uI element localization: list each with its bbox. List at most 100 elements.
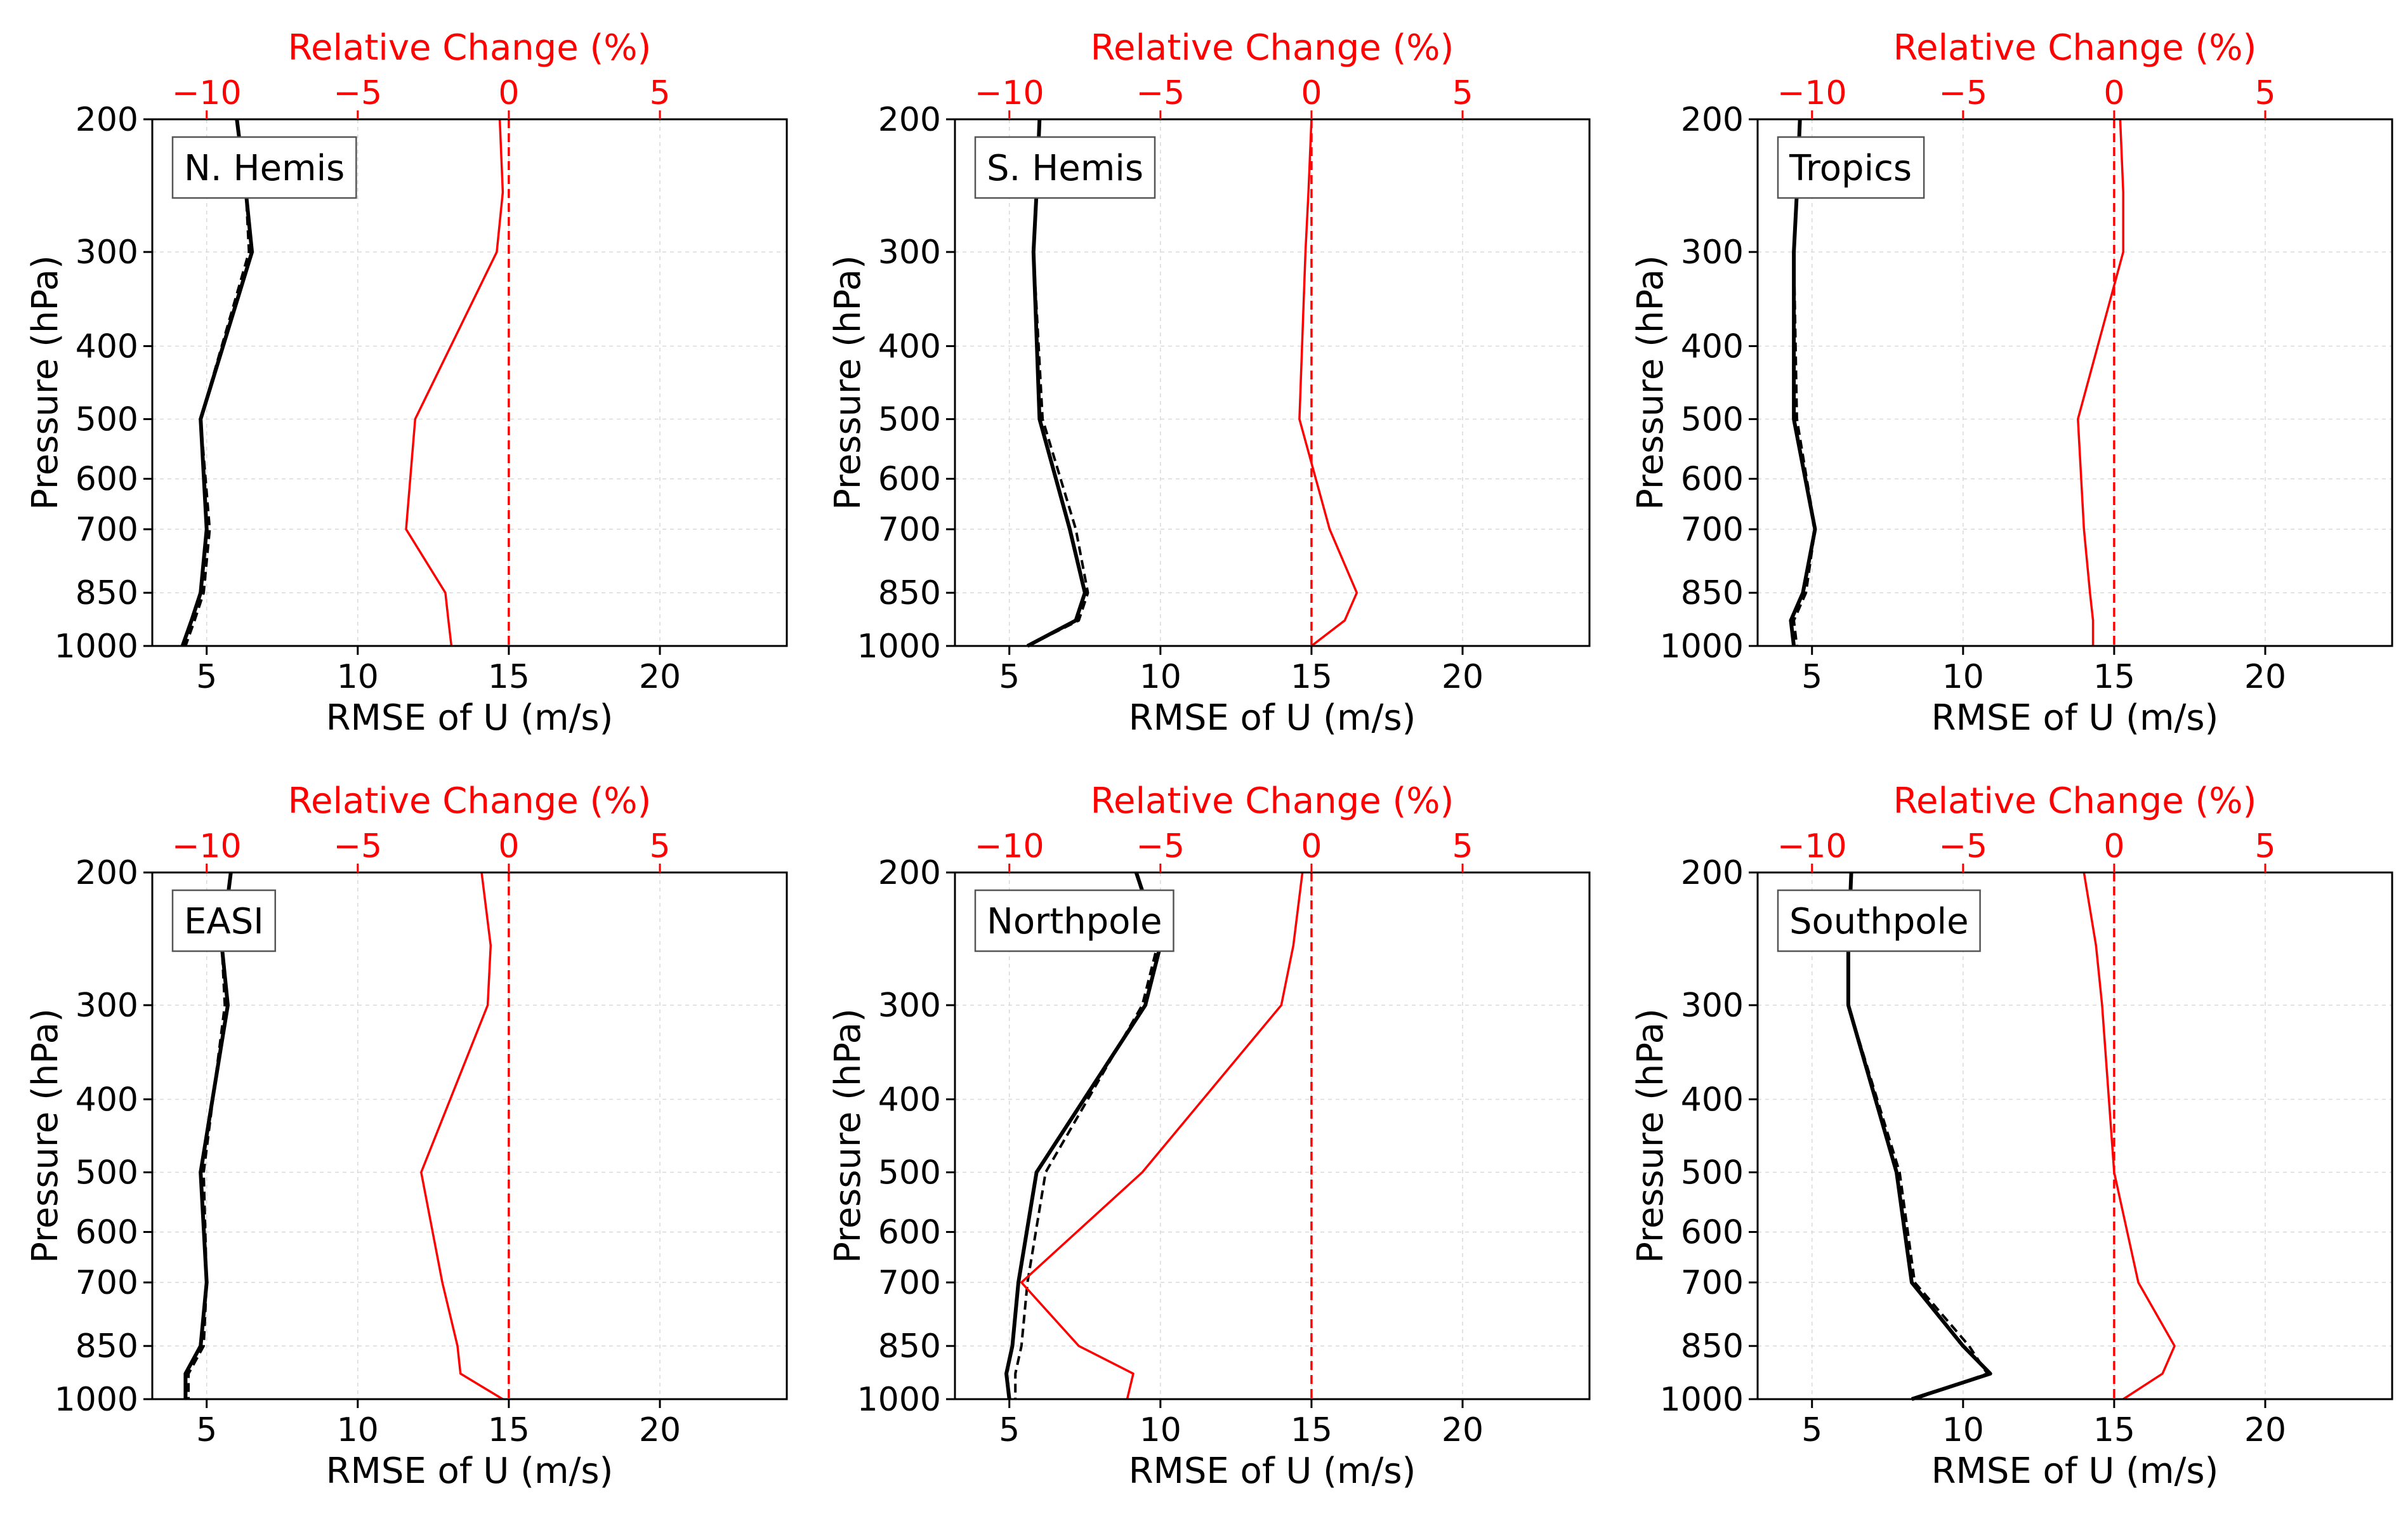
x2-tick-label: 0 bbox=[2103, 74, 2124, 112]
plot-frame bbox=[1756, 871, 2393, 1400]
x2-axis-label: Relative Change (%) bbox=[1091, 27, 1454, 69]
x2-tick-label: −5 bbox=[1136, 827, 1185, 866]
series-line-control bbox=[1846, 872, 1992, 1401]
region-label-frame bbox=[171, 889, 277, 952]
y-tick-label: 700 bbox=[76, 1264, 138, 1302]
y-tick-label: 200 bbox=[878, 854, 941, 892]
y-tick-label: 700 bbox=[1681, 1264, 1744, 1302]
y-tick-label: 500 bbox=[1681, 1154, 1744, 1192]
y-tick-label: 400 bbox=[1681, 1081, 1744, 1119]
series-line-control bbox=[1004, 872, 1162, 1400]
region-label: EASI bbox=[184, 901, 264, 942]
region-label: Northpole bbox=[987, 901, 1162, 942]
y-tick-label: 300 bbox=[1681, 987, 1744, 1025]
x2-tick-label: 0 bbox=[498, 827, 519, 866]
series-line-experiment bbox=[187, 872, 232, 1399]
x-tick-label: 5 bbox=[1801, 1411, 1822, 1449]
series-line-experiment bbox=[1027, 119, 1089, 647]
y-tick-label: 500 bbox=[878, 401, 941, 439]
region-label: Tropics bbox=[1789, 148, 1912, 189]
region-label-box: Tropics bbox=[1777, 136, 1925, 199]
y-axis-label: Pressure (hPa) bbox=[827, 255, 869, 510]
region-label-frame bbox=[1777, 136, 1925, 199]
x2-tick-label: −10 bbox=[1777, 827, 1847, 866]
x2-tick-label: −5 bbox=[333, 827, 382, 866]
plot-frame bbox=[151, 118, 788, 647]
x2-axis-label: Relative Change (%) bbox=[1893, 27, 2257, 69]
series-line-control bbox=[1026, 119, 1087, 648]
plot-frame bbox=[954, 118, 1591, 647]
x-tick-label: 20 bbox=[639, 658, 681, 696]
y-tick-label: 850 bbox=[76, 1327, 138, 1366]
series-line-relative-change bbox=[2077, 119, 2124, 646]
x-tick-label: 5 bbox=[196, 1411, 217, 1449]
x-tick-label: 10 bbox=[1140, 1411, 1181, 1449]
series-line-experiment bbox=[184, 119, 251, 647]
x-tick-label: 5 bbox=[196, 658, 217, 696]
y-axis-label: Pressure (hPa) bbox=[1630, 1008, 1671, 1263]
region-label-box: Northpole bbox=[974, 889, 1174, 952]
x2-tick-label: −5 bbox=[1938, 74, 1987, 112]
y-tick-label: 1000 bbox=[55, 628, 138, 666]
x-axis-label: RMSE of U (m/s) bbox=[326, 1451, 614, 1492]
y-tick-label: 300 bbox=[1681, 234, 1744, 272]
y-axis-label: Pressure (hPa) bbox=[25, 255, 66, 510]
plot-frame bbox=[151, 871, 788, 1400]
x-tick-label: 15 bbox=[2093, 1411, 2135, 1449]
y-axis-label: Pressure (hPa) bbox=[25, 1008, 66, 1263]
series-line-relative-change bbox=[1020, 872, 1304, 1400]
x-tick-label: 5 bbox=[999, 1411, 1020, 1449]
x2-tick-label: 5 bbox=[1452, 827, 1473, 866]
x2-tick-label: 0 bbox=[2103, 827, 2124, 866]
x2-tick-label: −5 bbox=[1938, 827, 1987, 866]
x-tick-label: 10 bbox=[337, 658, 379, 696]
plot-frame bbox=[954, 871, 1591, 1400]
x-axis-label: RMSE of U (m/s) bbox=[1129, 1451, 1416, 1492]
x2-axis-label: Relative Change (%) bbox=[288, 780, 652, 822]
y-tick-label: 600 bbox=[1681, 1214, 1744, 1252]
y-tick-label: 600 bbox=[76, 1214, 138, 1252]
y-tick-label: 850 bbox=[1681, 1327, 1744, 1366]
region-label-frame bbox=[1777, 889, 1981, 952]
y-axis-label: Pressure (hPa) bbox=[1630, 255, 1671, 510]
series-line-relative-change bbox=[2082, 872, 2176, 1400]
panel-southpole: 5 10 15 20 −10 −5 0 5 200 300 400 500 600 700 850 1000 R… bbox=[1630, 780, 2393, 1492]
y-tick-label: 400 bbox=[878, 1081, 941, 1119]
y-tick-label: 850 bbox=[76, 574, 138, 612]
series-line-experiment bbox=[1793, 119, 1817, 647]
x-tick-label: 10 bbox=[1140, 658, 1181, 696]
x-tick-label: 5 bbox=[999, 658, 1020, 696]
y-tick-label: 400 bbox=[1681, 327, 1744, 365]
y-tick-label: 700 bbox=[1681, 511, 1744, 549]
x2-tick-label: −10 bbox=[172, 827, 242, 866]
y-tick-label: 600 bbox=[878, 1214, 941, 1252]
y-tick-label: 500 bbox=[76, 401, 138, 439]
x-axis-label: RMSE of U (m/s) bbox=[1129, 697, 1416, 739]
region-label-box: Southpole bbox=[1777, 889, 1981, 952]
region-label: S. Hemis bbox=[987, 148, 1143, 189]
y-tick-label: 700 bbox=[76, 511, 138, 549]
plot-frame bbox=[1756, 118, 2393, 647]
panel-easi: 5 10 15 20 −10 −5 0 5 200 300 400 500 600 700 850 1000 R… bbox=[25, 780, 788, 1492]
x-tick-label: 15 bbox=[2093, 658, 2135, 696]
region-label-box: EASI bbox=[171, 889, 277, 952]
series-line-control bbox=[183, 872, 233, 1399]
region-label: N. Hemis bbox=[184, 148, 345, 189]
x2-tick-label: 0 bbox=[1301, 827, 1322, 866]
x-tick-label: 20 bbox=[639, 1411, 681, 1449]
y-tick-label: 600 bbox=[1681, 461, 1744, 499]
y-tick-label: 500 bbox=[76, 1154, 138, 1192]
x2-tick-label: −10 bbox=[1777, 74, 1847, 112]
region-label-frame bbox=[974, 889, 1174, 952]
y-tick-label: 500 bbox=[878, 1154, 941, 1192]
x-tick-label: 10 bbox=[1942, 658, 1984, 696]
x2-tick-label: 0 bbox=[498, 74, 519, 112]
x-tick-label: 10 bbox=[337, 1411, 379, 1449]
x2-axis-label: Relative Change (%) bbox=[288, 27, 652, 69]
series-line-experiment bbox=[1846, 872, 1989, 1400]
y-tick-label: 850 bbox=[878, 574, 941, 612]
x-tick-label: 10 bbox=[1942, 1411, 1984, 1449]
y-tick-label: 400 bbox=[76, 327, 138, 365]
x2-tick-label: 0 bbox=[1301, 74, 1322, 112]
